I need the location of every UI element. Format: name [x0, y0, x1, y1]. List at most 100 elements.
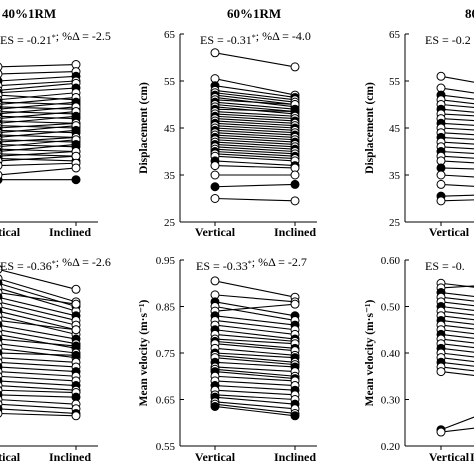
pair-line [440, 315, 474, 321]
pair-line [214, 78, 296, 96]
y-tick-label: 65 [164, 29, 176, 41]
y-tick-label: 0.55 [156, 441, 176, 453]
pair-line [0, 155, 77, 162]
pair-markers [0, 265, 81, 421]
pair-line [0, 399, 77, 405]
y-tick-label: 0.20 [381, 441, 401, 453]
effect-size-annotation: ES = -0.33*; %Δ = -2.7 [196, 255, 307, 273]
y-tick-label: 0.85 [156, 302, 176, 314]
pair-line [214, 305, 296, 321]
data-point [0, 409, 3, 418]
pair-line [440, 319, 474, 325]
y-tick-label: 55 [164, 76, 176, 88]
pair-line [214, 319, 296, 331]
x-category-label: Vertical [0, 225, 21, 239]
pair-line [440, 347, 474, 353]
pair-line [0, 139, 77, 143]
data-point [290, 170, 300, 180]
annotation: ES = -0.36*; %Δ = -2.6 [0, 255, 111, 273]
pair-line [214, 343, 296, 352]
pair-line [214, 357, 296, 366]
pair-line [214, 134, 296, 141]
data-point [290, 62, 300, 72]
x-category-label: Vertical [0, 450, 21, 464]
pair-line [214, 361, 296, 368]
y-tick-label: 25 [389, 217, 401, 229]
data-point [71, 299, 81, 309]
data-point [0, 69, 3, 78]
y-tick-label: 0.30 [381, 395, 401, 407]
pair-line [440, 122, 474, 126]
pair-line [440, 146, 474, 150]
pair-line [440, 150, 474, 155]
pair-line [214, 99, 296, 106]
pair-line [440, 75, 474, 83]
pair-line [440, 329, 474, 335]
data-point [0, 161, 3, 170]
pair-line [440, 103, 474, 108]
pair-line [0, 287, 77, 312]
pair-line [0, 143, 77, 148]
data-point [210, 182, 220, 192]
pair-line [214, 394, 296, 401]
pair-line [214, 118, 296, 124]
y-axis-label: Displacement (cm) [138, 82, 150, 174]
pair-line [0, 96, 77, 105]
pair-line [0, 357, 77, 363]
panel-6: 0.20 0.30 0.40 0.50 0.60 Mean velocity (m·s⁻¹… [364, 255, 474, 464]
y-tick-label: 35 [389, 170, 401, 182]
pair-line [0, 297, 77, 317]
pair-line [0, 64, 77, 68]
pair-line [0, 348, 77, 359]
y-tick-label: 45 [389, 123, 401, 135]
data-point [210, 161, 220, 171]
pair-line [0, 80, 77, 87]
x-category-label: Inclined [49, 450, 91, 464]
pair-line [0, 334, 77, 349]
pair-line [440, 416, 474, 431]
pair-markers [210, 48, 300, 206]
pair-line [440, 324, 474, 330]
annotation: ES = -0.2 [425, 33, 471, 47]
pair-line [214, 165, 296, 169]
data-point [210, 194, 220, 203]
pair-line [214, 389, 296, 396]
panel-title: 40%1RM [2, 6, 56, 21]
pair-line [440, 141, 474, 145]
x-category-label: Inclined [274, 225, 316, 239]
y-tick-label: 0.40 [381, 348, 401, 360]
pair-line [214, 113, 296, 120]
panel-4: Vertical Inclined ES = -0.36*; %Δ = -2.6 [0, 255, 111, 464]
pair-line [0, 134, 77, 138]
pair-line [214, 136, 296, 143]
pair-line [214, 315, 296, 326]
annotation: ES = -0.21*; %Δ = -2.5 [0, 29, 111, 47]
pair-line [0, 82, 77, 91]
pair-line [0, 292, 77, 305]
pair-line [440, 366, 474, 372]
pair-line [0, 320, 77, 331]
pair-lines [0, 64, 77, 181]
pair-line [440, 338, 474, 344]
x-category-label: Inclined [49, 225, 91, 239]
x-category-label: Vertical [195, 450, 236, 464]
data-point [71, 325, 81, 335]
pair-line [0, 278, 77, 303]
pair-line [0, 122, 77, 129]
pair-line [0, 343, 77, 354]
pair-lines [440, 282, 474, 433]
pair-markers [0, 60, 81, 185]
pair-line [0, 162, 77, 167]
pair-line [214, 85, 296, 98]
pair-line [0, 143, 77, 152]
pair-line [214, 347, 296, 356]
pair-line [0, 167, 77, 176]
pair-line [214, 329, 296, 340]
y-tick-label: 0.50 [381, 302, 401, 314]
pair-line [214, 143, 296, 150]
y-tick-label: 0.95 [156, 255, 176, 267]
pair-line [214, 125, 296, 131]
pair-line [214, 294, 296, 303]
pair-line [214, 120, 296, 127]
pair-line [0, 101, 77, 110]
